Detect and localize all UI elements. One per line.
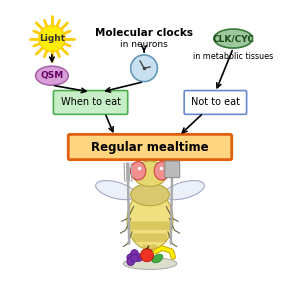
- FancyBboxPatch shape: [133, 233, 167, 242]
- FancyBboxPatch shape: [53, 91, 128, 114]
- Ellipse shape: [96, 181, 136, 200]
- Text: QSM: QSM: [40, 71, 64, 80]
- Ellipse shape: [36, 66, 68, 85]
- FancyBboxPatch shape: [129, 221, 171, 230]
- Ellipse shape: [123, 258, 177, 269]
- Ellipse shape: [214, 29, 253, 48]
- Ellipse shape: [133, 161, 167, 186]
- Text: in metabolic tissues: in metabolic tissues: [193, 52, 273, 61]
- Circle shape: [127, 254, 134, 262]
- Text: Regular mealtime: Regular mealtime: [91, 140, 209, 154]
- Circle shape: [131, 55, 158, 82]
- Text: Not to eat: Not to eat: [191, 98, 240, 107]
- FancyBboxPatch shape: [68, 134, 232, 160]
- Circle shape: [140, 249, 154, 262]
- Circle shape: [135, 254, 142, 262]
- FancyBboxPatch shape: [143, 244, 157, 252]
- FancyBboxPatch shape: [165, 161, 180, 178]
- Ellipse shape: [131, 183, 169, 206]
- FancyBboxPatch shape: [184, 91, 247, 114]
- Text: When to eat: When to eat: [61, 98, 121, 107]
- Circle shape: [127, 258, 134, 266]
- Ellipse shape: [164, 181, 204, 200]
- Text: Molecular clocks: Molecular clocks: [95, 28, 193, 38]
- Text: Light: Light: [39, 34, 65, 43]
- Circle shape: [131, 254, 138, 262]
- Ellipse shape: [127, 190, 173, 250]
- Circle shape: [39, 26, 65, 52]
- Ellipse shape: [152, 254, 163, 263]
- Ellipse shape: [130, 162, 146, 180]
- Circle shape: [131, 250, 138, 257]
- Text: CLK/CYC: CLK/CYC: [212, 34, 254, 43]
- Text: in neurons: in neurons: [120, 40, 168, 49]
- Ellipse shape: [154, 162, 170, 180]
